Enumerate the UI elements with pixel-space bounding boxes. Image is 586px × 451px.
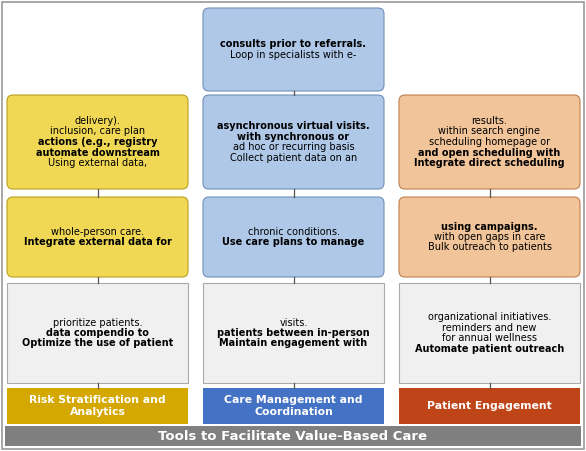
Text: Optimize the use of patient: Optimize the use of patient	[22, 339, 173, 349]
FancyBboxPatch shape	[7, 95, 188, 189]
Text: Use care plans to manage: Use care plans to manage	[222, 237, 364, 247]
Text: Automate patient outreach: Automate patient outreach	[415, 344, 564, 354]
Text: Loop in specialists with e-: Loop in specialists with e-	[230, 50, 357, 60]
Text: reminders and new: reminders and new	[442, 323, 537, 333]
Text: for annual wellness: for annual wellness	[442, 333, 537, 343]
Text: with synchronous or: with synchronous or	[237, 132, 350, 142]
FancyBboxPatch shape	[7, 197, 188, 277]
Text: within search engine: within search engine	[438, 126, 540, 137]
Text: inclusion, care plan: inclusion, care plan	[50, 126, 145, 137]
Text: Using external data,: Using external data,	[48, 158, 147, 168]
FancyBboxPatch shape	[7, 283, 188, 383]
Text: Integrate external data for: Integrate external data for	[23, 237, 172, 247]
Text: Tools to Facilitate Value-Based Care: Tools to Facilitate Value-Based Care	[158, 429, 428, 442]
Text: consults prior to referrals.: consults prior to referrals.	[220, 39, 366, 49]
Text: organizational initiatives.: organizational initiatives.	[428, 312, 551, 322]
Text: Patient Engagement: Patient Engagement	[427, 401, 552, 411]
Text: whole-person care.: whole-person care.	[51, 227, 144, 237]
FancyBboxPatch shape	[203, 283, 384, 383]
FancyBboxPatch shape	[399, 197, 580, 277]
Text: delivery).: delivery).	[74, 116, 121, 126]
Text: automate downstream: automate downstream	[36, 147, 159, 157]
Text: asynchronous virtual visits.: asynchronous virtual visits.	[217, 121, 370, 131]
Text: Risk Stratification and
Analytics: Risk Stratification and Analytics	[29, 395, 166, 417]
FancyBboxPatch shape	[399, 283, 580, 383]
Text: Maintain engagement with: Maintain engagement with	[219, 339, 367, 349]
Text: Bulk outreach to patients: Bulk outreach to patients	[428, 243, 551, 253]
Text: with open gaps in care: with open gaps in care	[434, 232, 545, 242]
Text: ad hoc or recurring basis: ad hoc or recurring basis	[233, 142, 355, 152]
FancyBboxPatch shape	[203, 8, 384, 91]
Text: results.: results.	[472, 116, 507, 126]
Text: patients between in-person: patients between in-person	[217, 328, 370, 338]
FancyBboxPatch shape	[7, 388, 188, 424]
Text: chronic conditions.: chronic conditions.	[247, 227, 339, 237]
FancyBboxPatch shape	[203, 388, 384, 424]
FancyBboxPatch shape	[203, 197, 384, 277]
FancyBboxPatch shape	[203, 95, 384, 189]
Text: prioritize patients.: prioritize patients.	[53, 318, 142, 327]
Text: data compendio to: data compendio to	[46, 328, 149, 338]
Text: scheduling homepage or: scheduling homepage or	[429, 137, 550, 147]
Text: Care Management and
Coordination: Care Management and Coordination	[224, 395, 363, 417]
Text: actions (e.g., registry: actions (e.g., registry	[38, 137, 157, 147]
Text: using campaigns.: using campaigns.	[441, 221, 538, 231]
Text: and open scheduling with: and open scheduling with	[418, 147, 561, 157]
Text: Integrate direct scheduling: Integrate direct scheduling	[414, 158, 565, 168]
FancyBboxPatch shape	[399, 388, 580, 424]
FancyBboxPatch shape	[5, 426, 581, 446]
Text: Collect patient data on an: Collect patient data on an	[230, 153, 357, 163]
FancyBboxPatch shape	[399, 95, 580, 189]
Text: visits.: visits.	[280, 318, 308, 327]
